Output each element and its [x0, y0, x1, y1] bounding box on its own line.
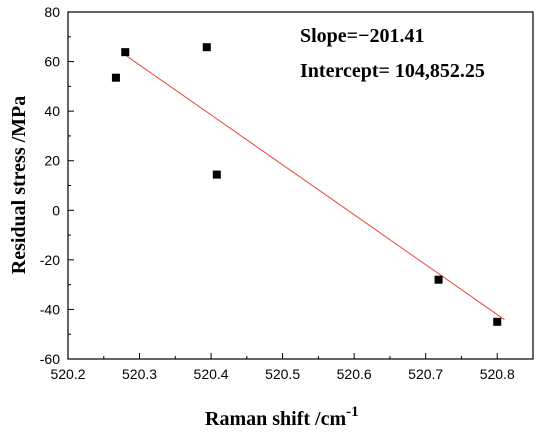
- y-tick-label: 80: [44, 4, 60, 20]
- x-tick-label: 520.6: [337, 366, 372, 382]
- x-axis-title: Raman shift /cm-1: [205, 404, 359, 430]
- y-tick-label: -20: [40, 252, 60, 268]
- x-tick-label: 520.8: [480, 366, 515, 382]
- data-point: [493, 317, 502, 326]
- data-point: [121, 48, 130, 57]
- x-tick-label: 520.5: [265, 366, 300, 382]
- y-tick-label: 60: [44, 54, 60, 70]
- x-tick-label: 520.3: [122, 366, 157, 382]
- y-tick-label: -40: [40, 301, 60, 317]
- x-tick-label: 520.7: [408, 366, 443, 382]
- points-layer: [111, 43, 502, 326]
- data-point: [212, 170, 221, 179]
- y-tick-label: -60: [40, 351, 60, 367]
- annotation-slope: Slope=−201.41: [300, 25, 424, 47]
- plot-frame: [67, 11, 534, 360]
- labels-layer: 520.2 520.3 520.4 520.5 520.6 520.7 520.8 -60 -4…: [40, 4, 515, 382]
- y-tick-label: 0: [52, 202, 60, 218]
- x-axis-title-superscript: -1: [346, 404, 359, 420]
- x-axis-title-text: Raman shift /cm: [205, 408, 346, 430]
- annotation-intercept: Intercept= 104,852.25: [300, 60, 485, 82]
- fit-layer: [121, 52, 505, 320]
- data-point: [202, 43, 211, 52]
- x-tick-label: 520.4: [194, 366, 229, 382]
- fit-line: [121, 52, 505, 320]
- data-point: [111, 73, 120, 82]
- y-axis-title: Residual stress /MPa: [8, 96, 30, 275]
- y-tick-label: 20: [44, 153, 60, 169]
- y-tick-label: 40: [44, 103, 60, 119]
- x-tick-label: 520.2: [50, 366, 85, 382]
- data-point: [434, 275, 443, 284]
